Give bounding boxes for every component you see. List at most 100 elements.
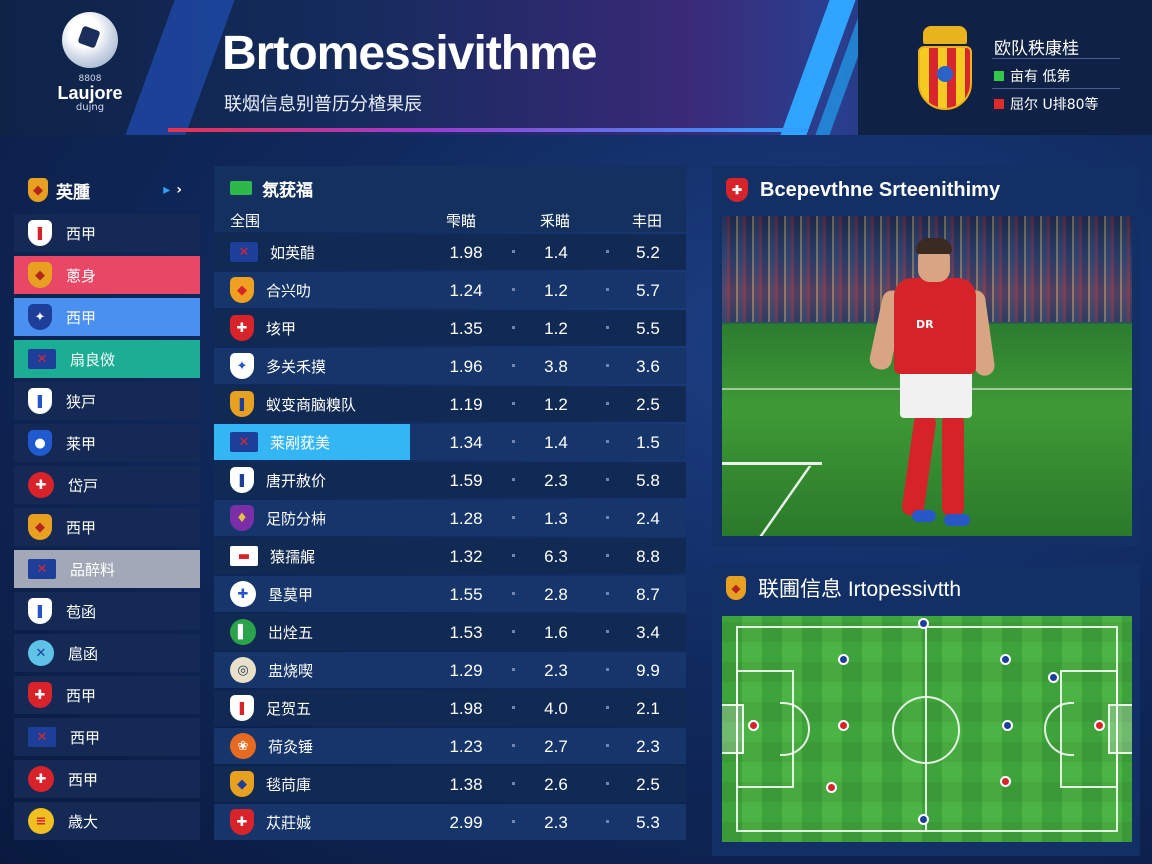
table-tag-icon <box>230 181 252 195</box>
separator-dot <box>606 554 609 557</box>
odds-value: 2.3 <box>544 471 568 490</box>
table-row[interactable]: ✕ 如英醋 1.98 1.4 5.2 <box>214 234 686 270</box>
column-header[interactable]: 全围 <box>230 212 261 230</box>
team-badge-icon: ✕ <box>28 349 56 369</box>
team-badge-icon: ✦ <box>28 304 52 330</box>
crown-icon <box>923 26 967 44</box>
team-name: 莱剐莸美 <box>270 433 331 452</box>
team-badge-icon: ◆ <box>28 514 52 540</box>
table-row[interactable]: ▌ 岀烇五 1.53 1.6 3.4 <box>214 614 686 650</box>
column-header[interactable]: 雫瞄 <box>446 212 477 230</box>
separator-dot <box>512 630 515 633</box>
table-row[interactable]: ❚ 唐开赦价 1.59 2.3 5.8 <box>214 462 686 498</box>
separator-dot <box>606 744 609 747</box>
table-row[interactable]: ♦ 足防分枾 1.28 1.3 2.4 <box>214 500 686 536</box>
sidebar-item-label: 西甲 <box>66 686 97 705</box>
column-header[interactable]: 丰田 <box>632 212 663 230</box>
table-header: 氛莸福 <box>214 166 686 210</box>
sidebar-item-label: 西甲 <box>66 308 97 327</box>
sidebar-item[interactable]: ✚ 岱戸 <box>14 466 200 504</box>
sidebar-item-label: 苞函 <box>66 602 97 621</box>
header-banner: 8808 Laujore dujng Brtomessivithme 联烟信息别… <box>0 0 1152 135</box>
formation-panel: ◆ 联圃信息 Irtopessivtth <box>712 564 1140 856</box>
sidebar-item[interactable]: ✕ 扈函 <box>14 634 200 672</box>
shield-icon <box>918 46 972 110</box>
odds-value: 1.96 <box>449 357 483 376</box>
team-cell: ❚ 唐开赦价 <box>214 462 410 498</box>
player-dot[interactable] <box>838 720 849 731</box>
info-title: 欧队秩康桂 <box>994 39 1079 59</box>
table-row[interactable]: ▬ 猿孺艉 1.32 6.3 8.8 <box>214 538 686 574</box>
table-row[interactable]: ❚ 足贺五 1.98 4.0 2.1 <box>214 690 686 726</box>
column-header[interactable]: 釆瞄 <box>540 212 571 230</box>
league-logo[interactable]: 8808 Laujore dujng <box>40 12 140 122</box>
odds-table: 氛莸福 全围 雫瞄 釆瞄 丰田 ✕ 如英醋 1.98 1.4 5.2 ◆ 合兴叻 1.24 1.… <box>214 166 686 840</box>
sidebar-item[interactable]: ❚ 狭戸 <box>14 382 200 420</box>
player-dot[interactable] <box>1000 776 1011 787</box>
team-name: 唐开赦价 <box>266 471 327 490</box>
player-dot[interactable] <box>838 654 849 665</box>
team-badge-icon: ✚ <box>230 809 254 835</box>
separator-dot <box>512 592 515 595</box>
team-cell: ✕ 莱剐莸美 <box>214 424 410 460</box>
player-dot[interactable] <box>1094 720 1105 731</box>
odds-value: 5.7 <box>636 281 660 300</box>
odds-value: 8.8 <box>636 547 660 566</box>
sidebar-item[interactable]: ✕ 品醉料 <box>14 550 200 588</box>
odds-value: 5.3 <box>636 813 660 832</box>
separator-dot <box>512 706 515 709</box>
odds-value: 2.3 <box>636 737 660 756</box>
sidebar-item[interactable]: ✕ 扇良傚 <box>14 340 200 378</box>
sidebar-item[interactable]: ❚ 苞函 <box>14 592 200 630</box>
formation-pitch[interactable] <box>722 616 1132 842</box>
info-item: 屈尔 U排80等 <box>994 94 1099 114</box>
sidebar-header[interactable]: ◆ 英腫 ▸› <box>14 166 200 214</box>
player-dot[interactable] <box>1048 672 1059 683</box>
team-cell: ◆ 毯苘庫 <box>214 766 410 802</box>
table-row[interactable]: ✚ 垓甲 1.35 1.2 5.5 <box>214 310 686 346</box>
team-name: 足贺五 <box>266 699 312 718</box>
odds-value: 1.38 <box>449 775 483 794</box>
player-dot[interactable] <box>918 814 929 825</box>
table-row[interactable]: ✚ 垦莫甲 1.55 2.8 8.7 <box>214 576 686 612</box>
expand-arrow-icon[interactable]: ▸› <box>163 182 188 198</box>
sidebar-item[interactable]: ❚ 西甲 <box>14 214 200 252</box>
team-cell: ▌ 岀烇五 <box>214 614 410 650</box>
sidebar-item[interactable]: ● 莱甲 <box>14 424 200 462</box>
odds-value: 1.2 <box>544 395 568 414</box>
odds-value: 1.4 <box>544 243 568 262</box>
odds-value: 1.29 <box>449 661 483 680</box>
sidebar-item[interactable]: ✕ 西甲 <box>14 718 200 756</box>
sidebar-item[interactable]: ✚ 西甲 <box>14 760 200 798</box>
separator-dot <box>606 516 609 519</box>
table-row[interactable]: ✦ 多关禾摸 1.96 3.8 3.6 <box>214 348 686 384</box>
player-dot[interactable] <box>1000 654 1011 665</box>
sidebar-item[interactable]: ✦ 西甲 <box>14 298 200 336</box>
table-row[interactable]: ✚ 苁莊娍 2.99 2.3 5.3 <box>214 804 686 840</box>
table-row[interactable]: ◆ 毯苘庫 1.38 2.6 2.5 <box>214 766 686 802</box>
player-dot[interactable] <box>1002 720 1013 731</box>
table-row[interactable]: ❚ 蚁变商脑糗队 1.19 1.2 2.5 <box>214 386 686 422</box>
team-badge-icon: ≡ <box>28 808 54 834</box>
table-row[interactable]: ◎ 盅烧喫 1.29 2.3 9.9 <box>214 652 686 688</box>
player-dot[interactable] <box>748 720 759 731</box>
player-boot <box>912 510 936 522</box>
odds-value: 1.23 <box>449 737 483 756</box>
player-dot[interactable] <box>826 782 837 793</box>
separator-dot <box>512 364 515 367</box>
separator-dot <box>606 250 609 253</box>
sidebar-item[interactable]: ◆ 蔥身 <box>14 256 200 294</box>
sidebar-item[interactable]: ≡ 歳大 <box>14 802 200 840</box>
table-row[interactable]: ❀ 荷灸锤 1.23 2.7 2.3 <box>214 728 686 764</box>
sidebar-item[interactable]: ✚ 西甲 <box>14 676 200 714</box>
sidebar-item-label: 西甲 <box>66 518 97 537</box>
player-photo[interactable]: DR <box>722 216 1132 536</box>
odds-value: 1.4 <box>544 433 568 452</box>
sidebar-item[interactable]: ◆ 西甲 <box>14 508 200 546</box>
divider <box>992 58 1120 59</box>
table-row[interactable]: ✕ 莱剐莸美 1.34 1.4 1.5 <box>214 424 686 460</box>
sidebar-list: ❚ 西甲 ◆ 蔥身 ✦ 西甲 ✕ 扇良傚 ❚ 狭戸 ● 莱甲 ✚ 岱戸 ◆ 西甲 ✕ 品醉料 ❚ 苞函 ✕ 扈函 ✚ 西甲 ✕ 西… <box>14 214 200 840</box>
team-cell: ✚ 垦莫甲 <box>214 576 410 612</box>
player-dot[interactable] <box>918 618 929 629</box>
table-row[interactable]: ◆ 合兴叻 1.24 1.2 5.7 <box>214 272 686 308</box>
